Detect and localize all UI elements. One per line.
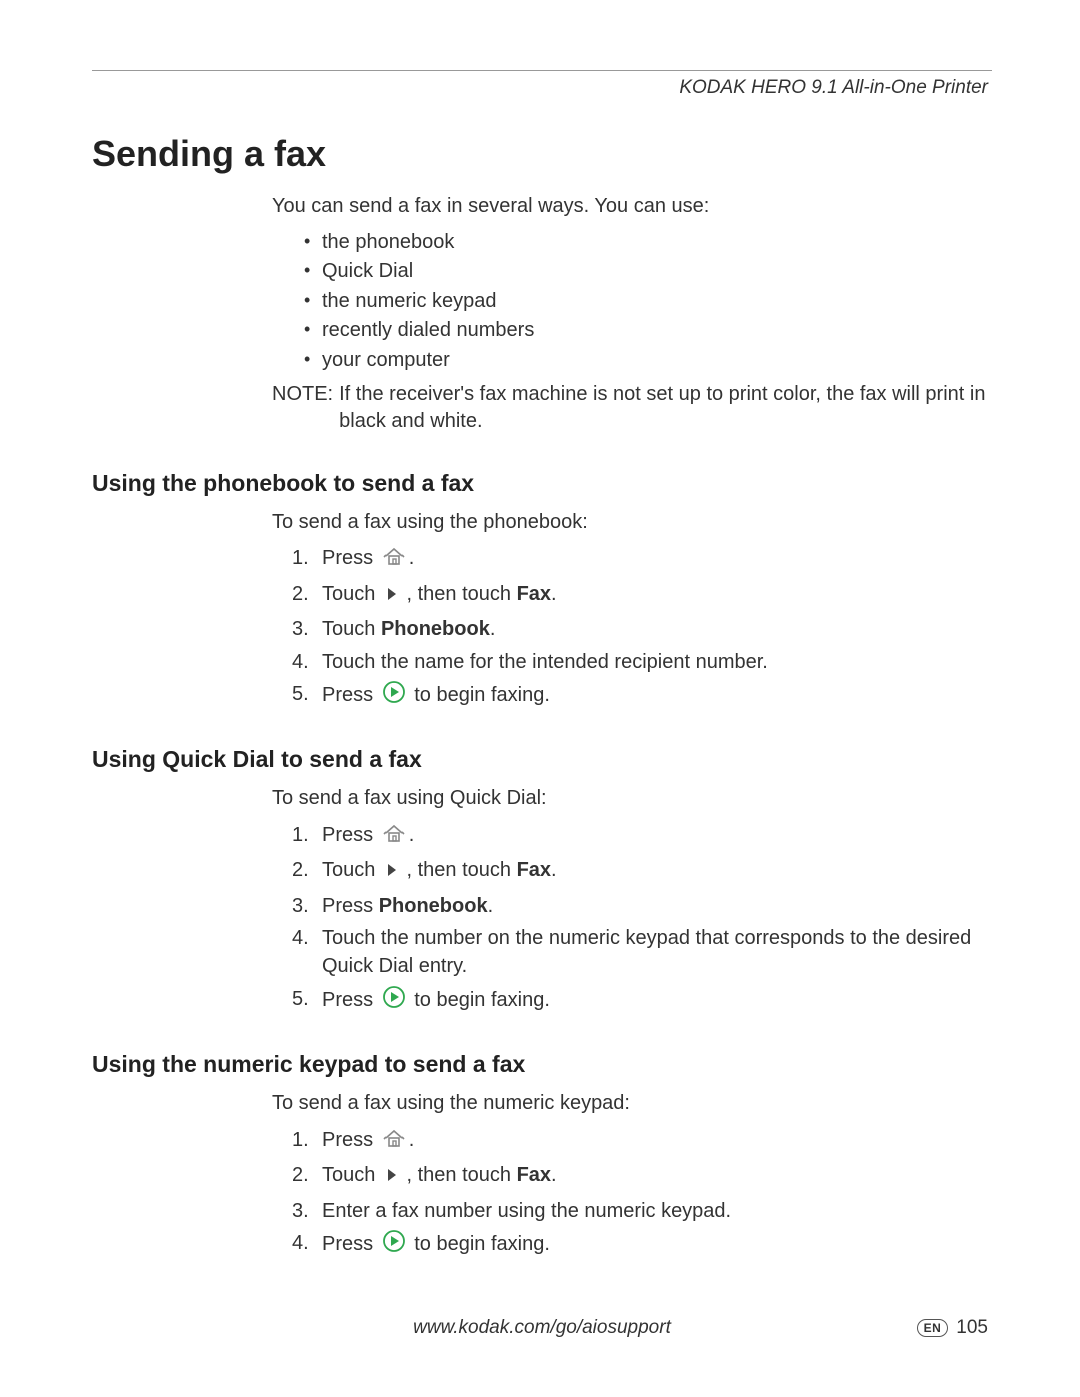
sub2-block: To send a fax using Quick Dial: Press . …: [272, 785, 992, 1017]
note-text: If the receiver's fax machine is not set…: [339, 381, 992, 436]
play-icon: [382, 1229, 406, 1261]
step-text: , then touch: [401, 1164, 517, 1186]
step-text: .: [551, 1164, 557, 1186]
lang-badge: EN: [917, 1319, 949, 1337]
bullet-item: the numeric keypad: [304, 288, 992, 316]
step-text: .: [409, 824, 415, 846]
intro-text: You can send a fax in several ways. You …: [272, 193, 992, 221]
section-title: Sending a fax: [92, 133, 992, 175]
step-text: Press: [322, 1129, 379, 1151]
sub3-intro: To send a fax using the numeric keypad:: [272, 1090, 992, 1118]
step-text: Press: [322, 684, 379, 706]
step-item: Press .: [292, 1126, 992, 1157]
step-item: Touch the name for the intended recipien…: [292, 648, 992, 676]
note-label: NOTE:: [272, 381, 339, 436]
step-item: Touch Phonebook.: [292, 615, 992, 643]
step-bold: Phonebook: [381, 618, 490, 640]
arrow-right-icon: [384, 859, 398, 887]
sub2-title: Using Quick Dial to send a fax: [92, 746, 992, 773]
step-text: to begin faxing.: [409, 1233, 550, 1255]
home-icon: [382, 545, 406, 575]
step-text: Press: [322, 824, 379, 846]
page-content: KODAK HERO 9.1 All-in-One Printer Sendin…: [92, 70, 992, 1265]
home-icon: [382, 822, 406, 852]
sub2-steps: Press . Touch , then touch Fax. Press Ph…: [292, 821, 992, 1017]
sub3-block: To send a fax using the numeric keypad: …: [272, 1090, 992, 1261]
note-row: NOTE: If the receiver's fax machine is n…: [272, 381, 992, 436]
arrow-right-icon: [384, 1164, 398, 1192]
step-item: Press .: [292, 544, 992, 575]
step-item: Press .: [292, 821, 992, 852]
sub1-title: Using the phonebook to send a fax: [92, 470, 992, 497]
step-item: Touch , then touch Fax.: [292, 856, 992, 887]
step-text: Touch: [322, 618, 381, 640]
step-text: to begin faxing.: [409, 684, 550, 706]
bullet-item: your computer: [304, 347, 992, 375]
step-bold: Fax: [517, 859, 551, 881]
intro-bullets: the phonebook Quick Dial the numeric key…: [304, 229, 992, 375]
step-text: Press: [322, 547, 379, 569]
step-text: Touch: [322, 859, 381, 881]
sub1-steps: Press . Touch , then touch Fax. Touch Ph…: [292, 544, 992, 712]
step-text: Press: [322, 895, 379, 917]
step-text: .: [409, 547, 415, 569]
bullet-item: recently dialed numbers: [304, 317, 992, 345]
sub3-steps: Press . Touch , then touch Fax. Enter a …: [292, 1126, 992, 1262]
step-bold: Fax: [517, 583, 551, 605]
step-item: Enter a fax number using the numeric key…: [292, 1197, 992, 1225]
play-icon: [382, 680, 406, 712]
step-item: Touch , then touch Fax.: [292, 580, 992, 611]
step-item: Touch the number on the numeric keypad t…: [292, 924, 992, 981]
arrow-right-icon: [384, 583, 398, 611]
bullet-item: Quick Dial: [304, 258, 992, 286]
step-text: , then touch: [401, 859, 517, 881]
step-item: Press Phonebook.: [292, 892, 992, 920]
page-footer: www.kodak.com/go/aiosupport EN 105: [92, 1317, 992, 1339]
step-text: , then touch: [401, 583, 517, 605]
step-text: .: [551, 859, 557, 881]
intro-block: You can send a fax in several ways. You …: [272, 193, 992, 436]
step-bold: Fax: [517, 1164, 551, 1186]
step-text: Touch: [322, 583, 381, 605]
step-text: .: [409, 1129, 415, 1151]
product-name: KODAK HERO 9.1 All-in-One Printer: [679, 77, 988, 99]
page-number: 105: [956, 1317, 988, 1339]
step-item: Touch , then touch Fax.: [292, 1161, 992, 1192]
sub3-title: Using the numeric keypad to send a fax: [92, 1051, 992, 1078]
step-item: Press to begin faxing.: [292, 985, 992, 1017]
footer-right: EN 105: [917, 1317, 988, 1339]
sub1-intro: To send a fax using the phonebook:: [272, 509, 992, 537]
step-text: to begin faxing.: [409, 989, 550, 1011]
bullet-item: the phonebook: [304, 229, 992, 257]
step-bold: Phonebook: [379, 895, 488, 917]
step-item: Press to begin faxing.: [292, 680, 992, 712]
step-text: .: [551, 583, 557, 605]
footer-url: www.kodak.com/go/aiosupport: [413, 1317, 671, 1339]
step-text: Touch: [322, 1164, 381, 1186]
step-text: Press: [322, 1233, 379, 1255]
home-icon: [382, 1127, 406, 1157]
step-item: Press to begin faxing.: [292, 1229, 992, 1261]
step-text: Press: [322, 989, 379, 1011]
sub2-intro: To send a fax using Quick Dial:: [272, 785, 992, 813]
header-row: KODAK HERO 9.1 All-in-One Printer: [92, 77, 992, 99]
header-rule: [92, 70, 992, 71]
step-text: .: [490, 618, 496, 640]
play-icon: [382, 985, 406, 1017]
step-text: .: [488, 895, 494, 917]
sub1-block: To send a fax using the phonebook: Press…: [272, 509, 992, 713]
